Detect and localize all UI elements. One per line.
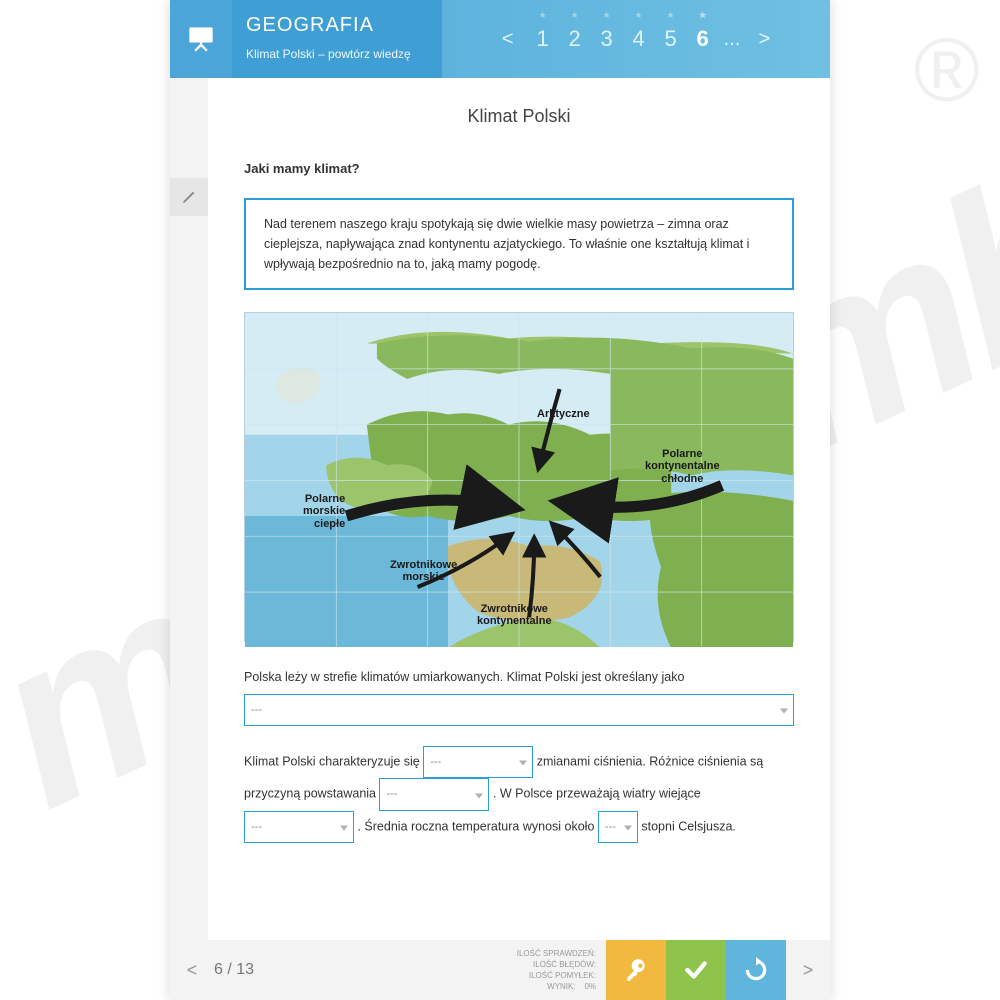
stat-mistakes: ILOŚĆ POMYŁEK: bbox=[529, 970, 596, 981]
content: Klimat Polski Jaki mamy klimat? Nad tere… bbox=[208, 78, 830, 940]
header-title: GEOGRAFIA bbox=[246, 14, 426, 37]
nav-prev[interactable]: < bbox=[494, 28, 522, 51]
map-europe: Arktyczne Polarnekontynentalnechłodne Po… bbox=[244, 312, 794, 642]
nav-next[interactable]: > bbox=[750, 28, 778, 51]
map-label-polar-continental: Polarnekontynentalnechłodne bbox=[645, 448, 720, 486]
map-label-arctic: Arktyczne bbox=[537, 408, 590, 421]
fill-text-2e: stopni Celsjusza. bbox=[641, 819, 736, 833]
map-label-tropical-continental: Zwrotnikowekontynentalne bbox=[477, 603, 552, 628]
intro-box: Nad terenem naszego kraju spotykają się … bbox=[244, 198, 794, 290]
fill-paragraph-1: Polska leży w strefie klimatów umiarkowa… bbox=[244, 662, 794, 726]
sidebar-left bbox=[170, 78, 208, 940]
header-title-block: GEOGRAFIA Klimat Polski – powtórz wiedzę bbox=[232, 0, 442, 78]
footer-page: 6 / 13 bbox=[214, 940, 304, 1000]
watermark-r-icon: ® bbox=[914, 20, 980, 123]
star-icon: ★ bbox=[539, 10, 547, 21]
question-heading: Jaki mamy klimat? bbox=[244, 159, 794, 180]
nav-more[interactable]: ... bbox=[724, 28, 741, 51]
nav-item-2[interactable]: ★2 bbox=[564, 26, 586, 52]
nav-item-6[interactable]: ★6 bbox=[692, 26, 714, 52]
stat-result: WYNIK: 0% bbox=[547, 981, 596, 992]
dropdown-formation[interactable]: --- bbox=[379, 778, 489, 810]
footer-reset-button[interactable] bbox=[726, 940, 786, 1000]
check-icon bbox=[683, 957, 709, 983]
header-nav: < ★1 ★2 ★3 ★4 ★5 ★6 ... > bbox=[442, 0, 830, 78]
dropdown-winds[interactable]: --- bbox=[244, 811, 354, 843]
nav-item-4[interactable]: ★4 bbox=[628, 26, 650, 52]
fill-text-2a: Klimat Polski charakteryzuje się bbox=[244, 754, 423, 768]
footer-check-button[interactable] bbox=[666, 940, 726, 1000]
footer-next[interactable]: > bbox=[786, 940, 830, 1000]
presentation-icon bbox=[186, 25, 216, 53]
star-icon: ★ bbox=[699, 10, 707, 21]
dropdown-climate-type[interactable]: --- bbox=[244, 694, 794, 726]
star-icon: ★ bbox=[635, 10, 643, 21]
footer-stats: ILOŚĆ SPRAWDZEŃ: ILOŚĆ BŁĘDÓW: ILOŚĆ POM… bbox=[304, 940, 606, 1000]
pencil-icon bbox=[181, 189, 197, 205]
map-label-tropical-maritime: Zwrotnikowemorskie bbox=[390, 559, 457, 584]
body: Klimat Polski Jaki mamy klimat? Nad tere… bbox=[170, 78, 830, 940]
footer-key-button[interactable] bbox=[606, 940, 666, 1000]
fill-text-2c: . W Polsce przeważają wiatry wiejące bbox=[493, 787, 701, 801]
nav-item-3[interactable]: ★3 bbox=[596, 26, 618, 52]
star-icon: ★ bbox=[667, 10, 675, 21]
key-icon bbox=[623, 957, 649, 983]
stat-errors: ILOŚĆ BŁĘDÓW: bbox=[533, 959, 596, 970]
fill-paragraph-2: Klimat Polski charakteryzuje się --- zmi… bbox=[244, 746, 794, 843]
page-title: Klimat Polski bbox=[244, 102, 794, 131]
dropdown-pressure-changes[interactable]: --- bbox=[423, 746, 533, 778]
star-icon: ★ bbox=[603, 10, 611, 21]
dropdown-temperature[interactable]: --- bbox=[598, 811, 638, 843]
app-frame: GEOGRAFIA Klimat Polski – powtórz wiedzę… bbox=[170, 0, 830, 1000]
fill-text-2d: . Średnia roczna temperatura wynosi okoł… bbox=[357, 819, 597, 833]
nav-item-5[interactable]: ★5 bbox=[660, 26, 682, 52]
star-icon: ★ bbox=[571, 10, 579, 21]
footer-prev[interactable]: < bbox=[170, 940, 214, 1000]
nav-item-1[interactable]: ★1 bbox=[532, 26, 554, 52]
stat-checks: ILOŚĆ SPRAWDZEŃ: bbox=[517, 948, 596, 959]
map-label-polar-maritime: Polarnemorskieciepłe bbox=[303, 493, 345, 531]
fill-text-1: Polska leży w strefie klimatów umiarkowa… bbox=[244, 670, 684, 684]
footer: < 6 / 13 ILOŚĆ SPRAWDZEŃ: ILOŚĆ BŁĘDÓW: … bbox=[170, 940, 830, 1000]
header-subtitle: Klimat Polski – powtórz wiedzę bbox=[246, 47, 426, 61]
header-icon bbox=[170, 0, 232, 78]
reset-icon bbox=[743, 957, 769, 983]
edit-button[interactable] bbox=[170, 178, 208, 216]
header: GEOGRAFIA Klimat Polski – powtórz wiedzę… bbox=[170, 0, 830, 78]
